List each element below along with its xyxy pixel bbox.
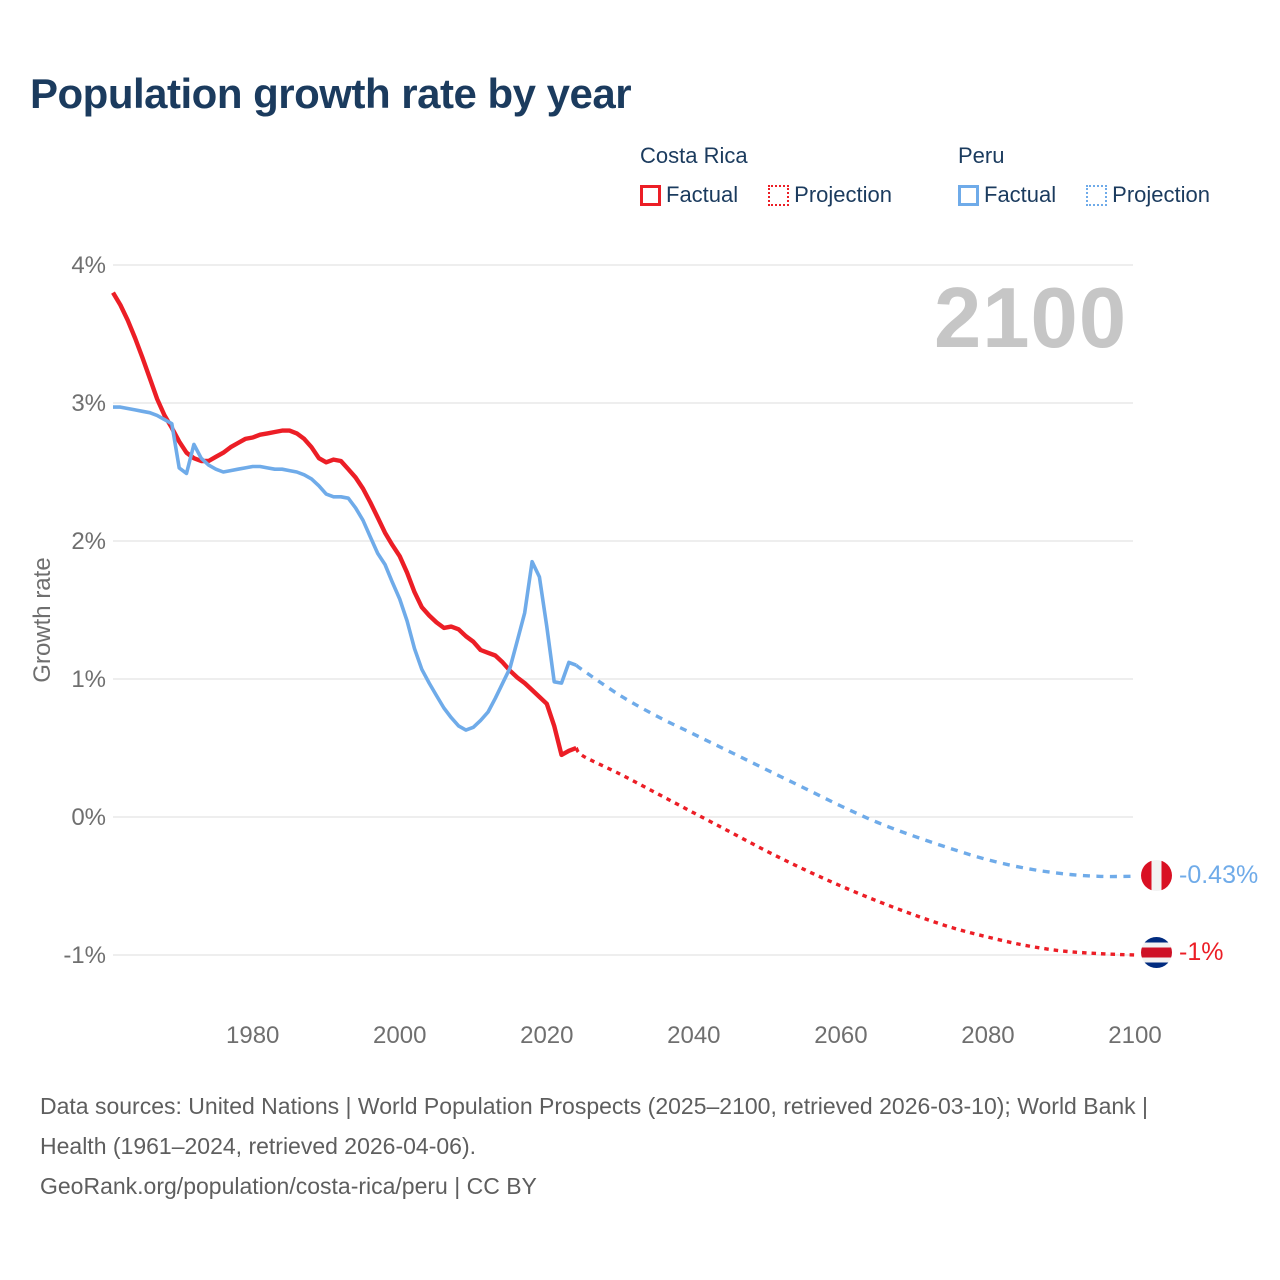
legend-row-peru: Factual Projection [958,182,1240,208]
x-tick-label: 2060 [814,1022,867,1049]
legend-group-title-peru: Peru [958,143,1005,168]
series-peru-factual-line [113,405,577,732]
legend-item-label: Factual [984,182,1057,207]
legend-item-costa-rica-projection[interactable]: Projection [768,182,892,208]
legend-group-costa-rica: Costa Rica Factual Projection [640,143,922,208]
legend-group-title-costa-rica: Costa Rica [640,143,748,168]
legend-item-costa-rica-factual[interactable]: Factual [640,182,738,208]
y-tick-label: 3% [71,390,106,417]
end-label-peru: -0.43% [1141,860,1258,891]
legend-row-costa-rica: Factual Projection [640,182,922,208]
y-tick-label: 4% [71,252,106,279]
x-tick-label: 1980 [226,1022,279,1049]
y-tick-label: 2% [71,528,106,555]
legend-item-peru-factual[interactable]: Factual [958,182,1056,208]
y-tick-label: -1% [63,942,106,969]
legend-item-peru-projection[interactable]: Projection [1086,182,1210,208]
watermark-year: 2100 [934,271,1128,366]
peru-projection-swatch-icon [1086,184,1108,206]
x-tick-label: 2100 [1108,1022,1161,1049]
costa-rica-projection-swatch-icon [768,184,790,206]
legend-item-label: Factual [666,182,739,207]
legend-item-label: Projection [1112,182,1210,207]
series-costa-rica-factual-line [111,291,577,758]
series-peru-projection-line [575,663,1136,879]
x-tick-label: 2000 [373,1022,426,1049]
x-tick-label: 2040 [667,1022,720,1049]
peru-end-value: -0.43% [1179,861,1259,889]
data-sources-text: Data sources: United Nations | World Pop… [40,1093,1149,1159]
y-tick-label: 0% [71,804,106,831]
y-tick-label: 1% [71,666,106,693]
costa-rica-end-value: -1% [1179,938,1224,966]
legend-group-peru: Peru Factual Projection [958,143,1240,208]
attribution-text[interactable]: GeoRank.org/population/costa-rica/peru |… [40,1173,537,1199]
legend-item-label: Projection [794,182,892,207]
costa-rica-factual-swatch-icon [640,184,661,206]
page-title: Population growth rate by year [30,70,632,117]
costa-rica-flag-icon [1141,937,1172,968]
peru-flag-icon [1141,860,1172,891]
x-tick-label: 2020 [520,1022,573,1049]
x-tick-label: 2080 [961,1022,1014,1049]
peru-factual-swatch-icon [958,184,979,206]
footer: Data sources: United Nations | World Pop… [40,1086,1220,1206]
series-costa-rica-projection-line [574,746,1136,957]
end-label-costa-rica: -1% [1141,937,1223,968]
